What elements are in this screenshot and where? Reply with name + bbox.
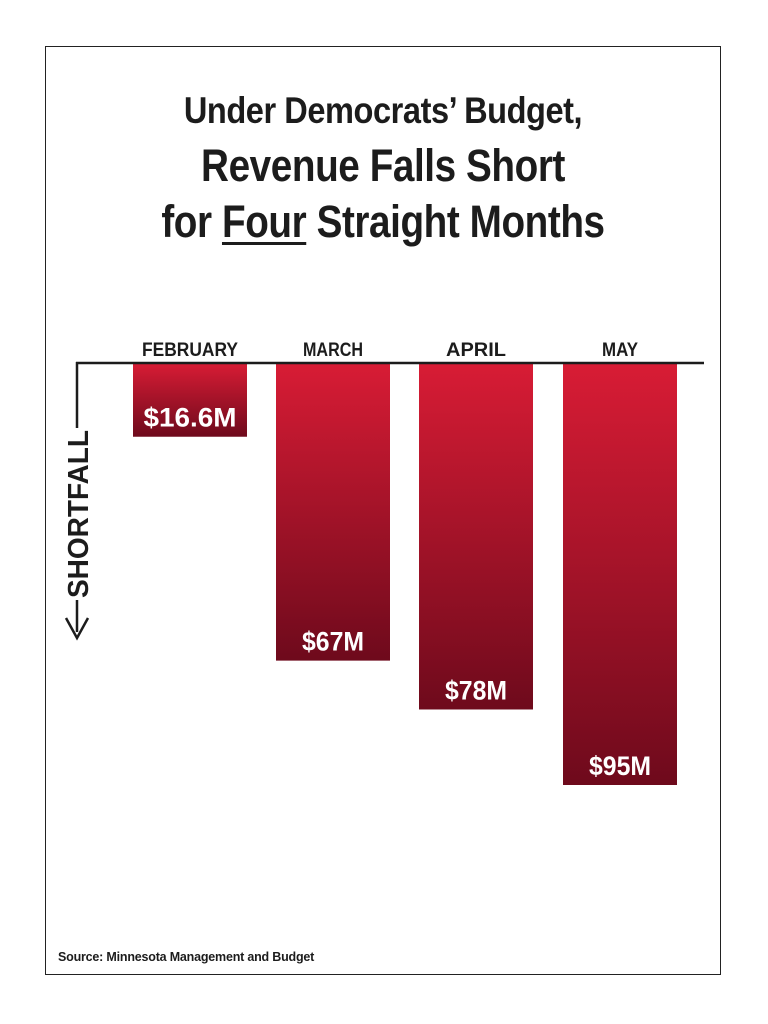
bar-may	[563, 363, 677, 785]
category-labels: FEBRUARY MARCH APRIL MAY	[142, 340, 638, 361]
category-label-february: FEBRUARY	[142, 340, 238, 361]
category-label-may: MAY	[602, 340, 638, 361]
value-label-february: $16.6M	[144, 403, 237, 433]
chart-title: Under Democrats’ Budget, Revenue Falls S…	[45, 84, 721, 250]
value-label-march: $67M	[302, 627, 364, 657]
bar-february	[133, 363, 247, 437]
bars-group	[133, 363, 677, 785]
source-note: Source: Minnesota Management and Budget	[58, 950, 315, 964]
value-label-april: $78M	[445, 675, 507, 705]
y-axis-label: SHORTFALL	[63, 430, 95, 598]
chart-frame	[45, 46, 721, 975]
title-line-3-pre: for	[161, 196, 222, 247]
bar-march	[276, 363, 390, 661]
axis-arrowhead	[64, 617, 90, 641]
title-line-1: Under Democrats’ Budget,	[183, 90, 583, 131]
value-labels: $16.6M $67M $78M $95M	[144, 403, 652, 781]
title-line-2: Revenue Falls Short	[201, 140, 565, 191]
title-line-3: for Four Straight Months	[92, 194, 673, 250]
bar-april	[419, 363, 533, 710]
title-emphasis: Four	[221, 196, 307, 247]
category-label-march: MARCH	[303, 340, 363, 361]
title-line-3-post: Straight Months	[306, 196, 606, 247]
axis-group: SHORTFALL	[63, 361, 704, 641]
value-label-may: $95M	[589, 751, 651, 781]
category-label-april: APRIL	[446, 340, 506, 361]
